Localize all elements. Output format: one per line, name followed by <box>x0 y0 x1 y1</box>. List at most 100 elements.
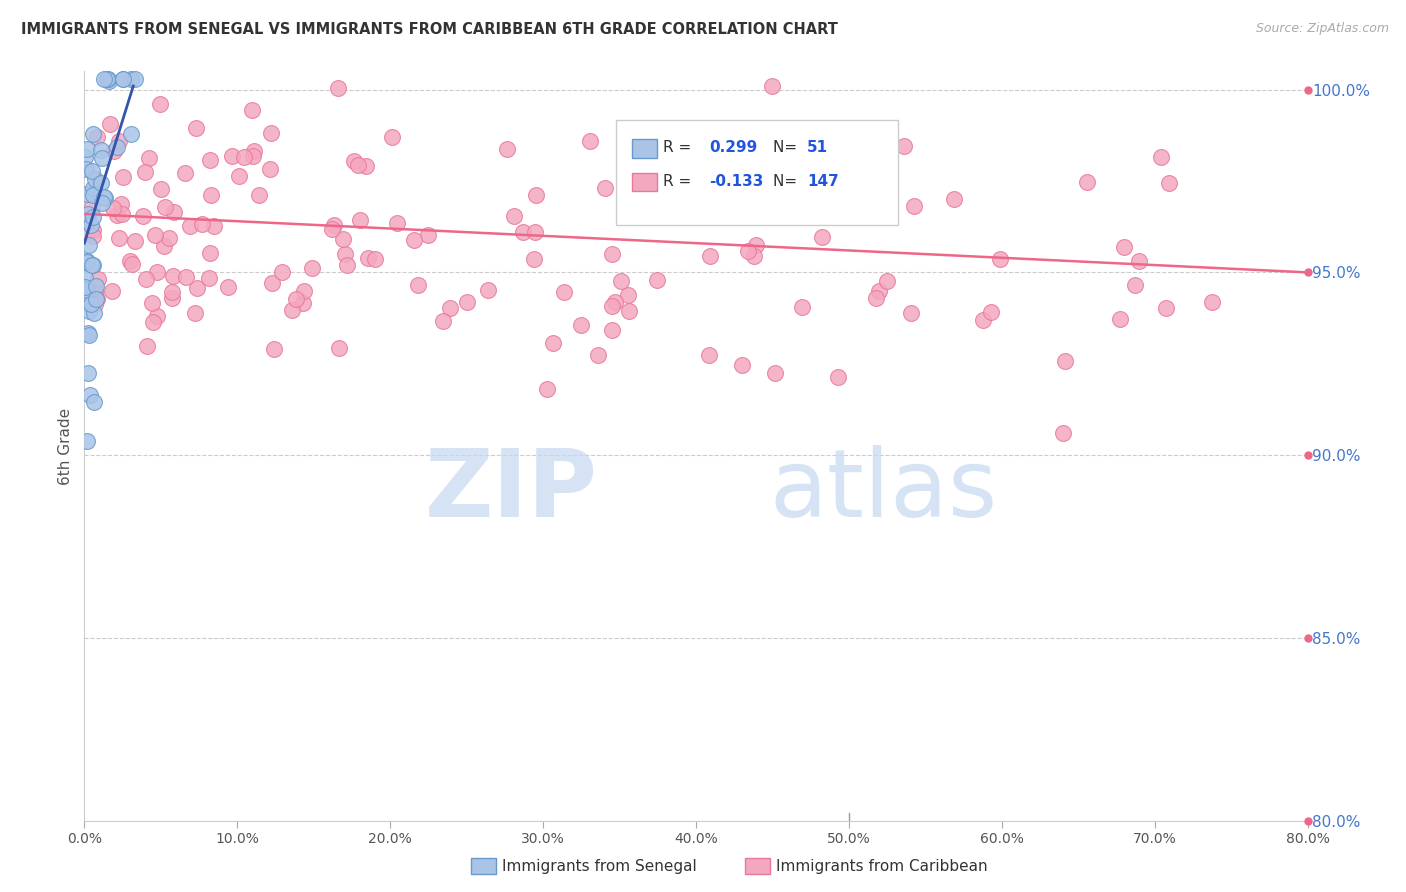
Point <box>96 71 118 86</box>
Point <box>790 300 813 314</box>
Point <box>610 274 633 288</box>
Point <box>138 151 160 165</box>
Text: 147: 147 <box>807 174 839 189</box>
FancyBboxPatch shape <box>616 120 898 225</box>
Point <box>617 303 640 318</box>
Point <box>77 326 100 341</box>
Point <box>332 232 354 246</box>
Point <box>343 153 366 168</box>
Point <box>387 216 409 230</box>
Point <box>1128 254 1150 268</box>
Point <box>221 149 243 163</box>
Point <box>91 151 114 165</box>
Point <box>865 291 887 305</box>
Point <box>217 280 239 294</box>
Point <box>184 120 207 135</box>
Point <box>76 253 98 268</box>
Point <box>321 221 343 235</box>
Text: N=: N= <box>773 174 801 189</box>
Point <box>80 164 103 178</box>
Point <box>742 249 765 263</box>
Point <box>202 219 225 233</box>
Text: Immigrants from Senegal: Immigrants from Senegal <box>502 859 697 873</box>
Point <box>347 158 370 172</box>
Point <box>600 299 623 313</box>
Point <box>900 306 922 320</box>
Point <box>77 327 100 342</box>
Point <box>811 229 834 244</box>
Point <box>354 159 377 173</box>
Point <box>600 247 623 261</box>
Point <box>75 271 97 285</box>
Point <box>108 230 131 244</box>
Point <box>157 231 180 245</box>
Point <box>271 265 294 279</box>
Point <box>93 71 115 86</box>
FancyBboxPatch shape <box>633 139 657 158</box>
Point <box>82 210 104 224</box>
Text: R =: R = <box>664 140 696 155</box>
Point <box>98 73 121 87</box>
Point <box>162 269 184 284</box>
Point <box>402 233 425 247</box>
Point <box>697 348 720 362</box>
Point <box>456 294 478 309</box>
Point <box>82 180 104 194</box>
Point <box>579 134 602 148</box>
Point <box>75 296 97 310</box>
Point <box>569 318 592 332</box>
Point <box>94 191 117 205</box>
Point <box>84 279 107 293</box>
Point <box>228 169 250 183</box>
Point <box>84 293 107 307</box>
Point <box>162 285 184 300</box>
Point <box>90 143 112 157</box>
Point <box>163 204 186 219</box>
Text: -0.133: -0.133 <box>710 174 763 189</box>
Point <box>86 130 108 145</box>
Point <box>124 234 146 248</box>
Point <box>1052 425 1074 440</box>
Point <box>108 134 131 148</box>
Point <box>160 291 183 305</box>
Point <box>132 209 155 223</box>
Point <box>75 279 97 293</box>
Point <box>988 252 1011 266</box>
Point <box>112 170 135 185</box>
Point <box>76 255 98 269</box>
Point <box>124 71 146 86</box>
Point <box>240 103 263 117</box>
Point <box>247 187 270 202</box>
Point <box>77 238 100 252</box>
Point <box>617 287 640 301</box>
Point <box>1123 277 1146 292</box>
Point <box>1154 301 1177 316</box>
Point <box>136 339 159 353</box>
Point <box>105 208 128 222</box>
Point <box>335 258 357 272</box>
Text: IMMIGRANTS FROM SENEGAL VS IMMIGRANTS FROM CARIBBEAN 6TH GRADE CORRELATION CHART: IMMIGRANTS FROM SENEGAL VS IMMIGRANTS FR… <box>21 22 838 37</box>
Point <box>105 140 128 154</box>
Point <box>323 219 346 233</box>
Point <box>328 81 350 95</box>
Point <box>876 274 898 288</box>
Point <box>141 296 163 310</box>
Point <box>87 271 110 285</box>
Point <box>259 127 281 141</box>
Point <box>1109 311 1132 326</box>
Point <box>90 177 112 191</box>
Point <box>91 196 114 211</box>
Point <box>600 323 623 337</box>
Point <box>524 225 547 239</box>
Point <box>232 151 254 165</box>
Point <box>260 276 283 290</box>
Point <box>198 153 221 167</box>
Point <box>699 249 721 263</box>
Text: ZIP: ZIP <box>425 445 598 537</box>
Point <box>101 284 124 298</box>
Point <box>83 172 105 186</box>
Point <box>101 201 124 215</box>
Point <box>432 314 454 328</box>
Point <box>120 254 142 268</box>
Point <box>83 306 105 320</box>
